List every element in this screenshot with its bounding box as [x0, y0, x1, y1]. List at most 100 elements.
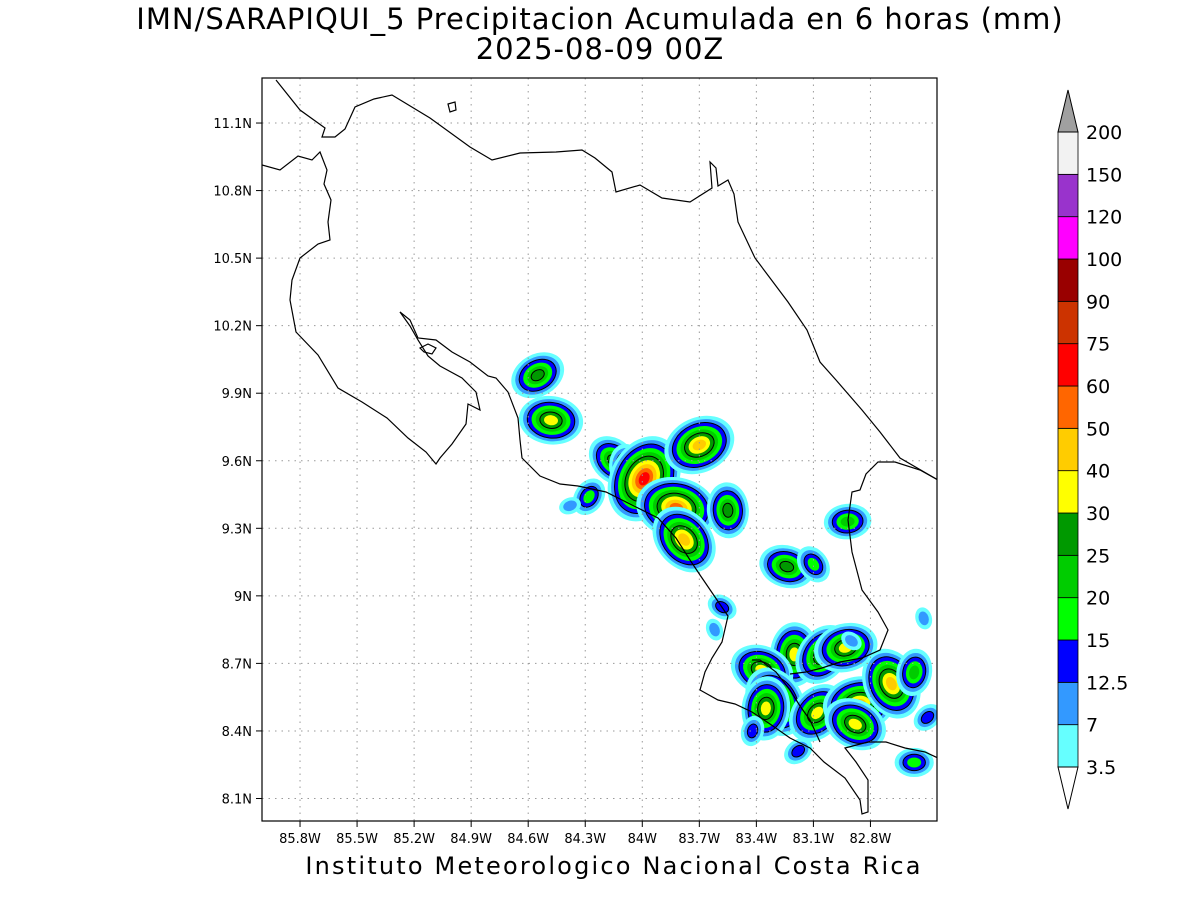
coastline-caribbean [275, 79, 937, 481]
lat-tick-label: 10.8N [213, 185, 252, 200]
precip-contour-line [712, 490, 743, 531]
precip-contour [638, 472, 650, 486]
colorbar-label: 20 [1086, 588, 1110, 610]
lat-tick-label: 9N [234, 590, 252, 605]
precip-contour-line [757, 696, 775, 721]
precip-contour-line [526, 401, 576, 439]
colorbar-segment [1057, 724, 1079, 768]
colorbar-segment [1057, 470, 1079, 514]
colorbar-label: 3.5 [1086, 757, 1116, 779]
colorbar-segment [1057, 554, 1079, 599]
lon-tick-label: 84W [628, 832, 658, 847]
precipitation-layer [511, 352, 937, 778]
colorbar-label: 15 [1086, 630, 1110, 652]
precip-contour [531, 369, 545, 381]
border-panama-south [752, 659, 821, 743]
colorbar: 3.5 7 12.5 15 20 25 30 40 50 60 75 90 100 120 150 200 [1057, 89, 1128, 810]
precip-cell [841, 631, 862, 651]
colorbar-segment [1057, 427, 1079, 472]
precip-contour-line [831, 509, 864, 534]
precip-contour-line [746, 723, 759, 739]
precip-contour [918, 611, 929, 626]
colorbar-label: 40 [1086, 461, 1110, 483]
precip-contour [678, 533, 691, 546]
colorbar-segment [1057, 173, 1079, 218]
colorbar-over-arrow [1057, 89, 1079, 133]
coastline-gulf-interior [399, 311, 937, 815]
precip-contour-line [684, 432, 715, 458]
precip-contour [907, 757, 922, 768]
precip-contour [779, 561, 794, 572]
map-frame [261, 77, 938, 822]
colorbar-label: 30 [1086, 503, 1110, 525]
lon-tick-label: 84.3W [564, 832, 606, 847]
precip-contour-line [902, 656, 927, 689]
colorbar-segment [1057, 131, 1079, 175]
precip-cell [705, 618, 724, 641]
map-subtitle: 2025-08-09 00Z [475, 32, 725, 66]
precip-contour-line [779, 560, 795, 573]
precip-contour-line [844, 714, 867, 734]
coastline-outline [262, 79, 937, 815]
island-calero [447, 101, 457, 113]
precip-contour-line [530, 369, 545, 382]
colorbar-under-arrow [1057, 766, 1079, 810]
map-axes: 85.8W 85.5W 85.2W 84.9W 84.6W 84.3W 84W 83.7W 83… [213, 117, 891, 847]
precip-cell [740, 715, 765, 747]
precip-contour [807, 557, 820, 571]
lat-tick-label: 10.2N [213, 320, 252, 335]
lon-tick-label: 85.5W [336, 832, 378, 847]
precip-contour [848, 718, 862, 730]
colorbar-label: 7 [1086, 715, 1098, 737]
precip-cell [824, 698, 886, 751]
precip-contour [544, 415, 558, 426]
map-title: IMN/SARAPIQUI_5 Precipitacion Acumulada … [136, 2, 1064, 36]
colorbar-label: 150 [1086, 164, 1122, 186]
precip-contour [747, 724, 758, 738]
colorbar-label: 120 [1086, 207, 1122, 229]
colorbar-segment [1057, 512, 1079, 556]
precip-contour [692, 439, 707, 451]
lat-tick-label: 9.9N [222, 387, 252, 402]
precip-contour-line [902, 753, 926, 772]
precip-contour [909, 665, 920, 680]
map-grid [262, 78, 937, 821]
border-panama-east [789, 461, 937, 675]
colorbar-label: 75 [1086, 334, 1110, 356]
precip-contour [563, 500, 577, 512]
precip-cell [664, 415, 735, 475]
precip-cell [559, 497, 581, 515]
precip-contour-line [670, 525, 698, 554]
precip-contour [845, 635, 858, 647]
precip-contour-line [791, 744, 806, 758]
precip-cell [915, 607, 933, 630]
precip-contour [760, 701, 771, 716]
lat-tick-label: 8.7N [222, 657, 252, 672]
lat-tick-label: 8.4N [222, 725, 252, 740]
precip-cell [572, 478, 606, 516]
colorbar-segment [1057, 597, 1079, 641]
lon-tick-label: 83.1W [793, 832, 835, 847]
precip-contour-line [671, 422, 727, 468]
colorbar-label: 100 [1086, 249, 1122, 271]
lat-tick-label: 11.1N [213, 117, 252, 132]
precip-contour [885, 676, 897, 691]
lon-tick-label: 85.8W [279, 832, 321, 847]
precip-cell [652, 506, 716, 573]
precip-contour [722, 503, 733, 518]
precip-contour [709, 622, 720, 637]
colorbar-label: 90 [1086, 291, 1110, 313]
precip-contour-line [832, 704, 879, 744]
lat-tick-label: 9.6N [222, 455, 252, 470]
precip-contour [921, 711, 934, 724]
colorbar-label: 60 [1086, 376, 1110, 398]
precip-cell [896, 648, 933, 697]
lat-tick-label: 10.5N [213, 252, 252, 267]
precip-contour-line [803, 553, 824, 576]
precip-cell [706, 482, 749, 539]
precip-cell [511, 352, 565, 399]
precip-contour-line [539, 411, 563, 429]
lon-tick-label: 85.2W [393, 832, 435, 847]
colorbar-segment [1057, 300, 1079, 345]
